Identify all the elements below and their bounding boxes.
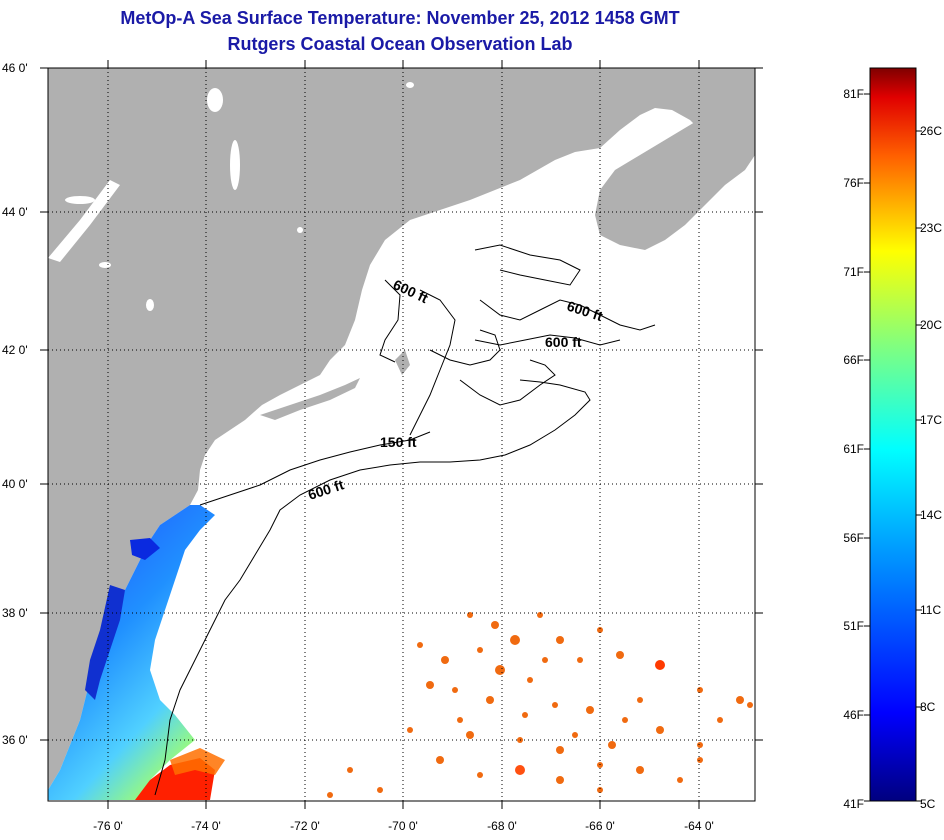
lat-tick-label: 40 0' xyxy=(2,477,28,491)
map-title: MetOp-A Sea Surface Temperature: Novembe… xyxy=(120,8,680,28)
colorbar-ticks xyxy=(864,93,922,802)
map-frame xyxy=(47,67,756,802)
lat-tick-label: 38 0' xyxy=(2,606,28,620)
contour-label: 600 ft xyxy=(545,334,582,350)
colorbar-f-label: 56F xyxy=(843,531,864,545)
colorbar-c-label: 17C xyxy=(920,413,942,427)
axis-ticks xyxy=(40,60,763,809)
land-mass-nova-scotia xyxy=(595,110,755,250)
colorbar-c-label: 5C xyxy=(920,797,936,811)
sst-coastal-cold-band xyxy=(48,505,215,800)
land-mass-us xyxy=(48,68,755,790)
colorbar-c-label: 26C xyxy=(920,124,942,138)
lon-tick-label: -74 0' xyxy=(191,819,221,833)
land-mass-long-island xyxy=(260,378,360,420)
lon-tick-label: -68 0' xyxy=(487,819,517,833)
colorbar-c-label: 23C xyxy=(920,221,942,235)
colorbar-f-label: 51F xyxy=(843,619,864,633)
colorbar-c-label: 11C xyxy=(920,603,941,617)
lat-tick-label: 36 0' xyxy=(2,733,28,747)
temperature-colorbar xyxy=(869,67,917,802)
colorbar-f-label: 66F xyxy=(843,353,864,367)
lon-tick-label: -66 0' xyxy=(585,819,615,833)
colorbar-f-label: 71F xyxy=(843,265,864,279)
lon-tick-label: -72 0' xyxy=(290,819,320,833)
lat-tick-label: 44 0' xyxy=(2,205,28,219)
colorbar-c-label: 14C xyxy=(920,508,942,522)
lat-tick-label: 46 0' xyxy=(2,61,28,75)
colorbar-f-label: 61F xyxy=(843,442,864,456)
colorbar-c-label: 20C xyxy=(920,318,942,332)
colorbar-f-label: 81F xyxy=(843,87,864,101)
colorbar-f-label: 41F xyxy=(843,797,864,811)
sst-gulf-stream-orange xyxy=(170,748,225,775)
sst-delaware-bay xyxy=(130,538,160,560)
contour-label: 150 ft xyxy=(380,434,417,450)
land-mass-delmarva xyxy=(48,520,130,700)
colorbar-c-label: 8C xyxy=(920,700,936,714)
land-mass-cape-cod xyxy=(395,350,410,375)
colorbar-f-label: 76F xyxy=(843,176,864,190)
lon-tick-label: -70 0' xyxy=(388,819,418,833)
colorbar-f-label: 46F xyxy=(843,708,864,722)
lat-tick-label: 42 0' xyxy=(2,343,28,357)
lon-tick-label: -76 0' xyxy=(93,819,123,833)
map-subtitle: Rutgers Coastal Ocean Observation Lab xyxy=(227,34,573,54)
sst-offshore-warm-patches xyxy=(327,612,753,798)
lon-tick-label: -64 0' xyxy=(684,819,714,833)
inland-lakes xyxy=(48,82,414,311)
sst-chesapeake xyxy=(85,585,125,700)
